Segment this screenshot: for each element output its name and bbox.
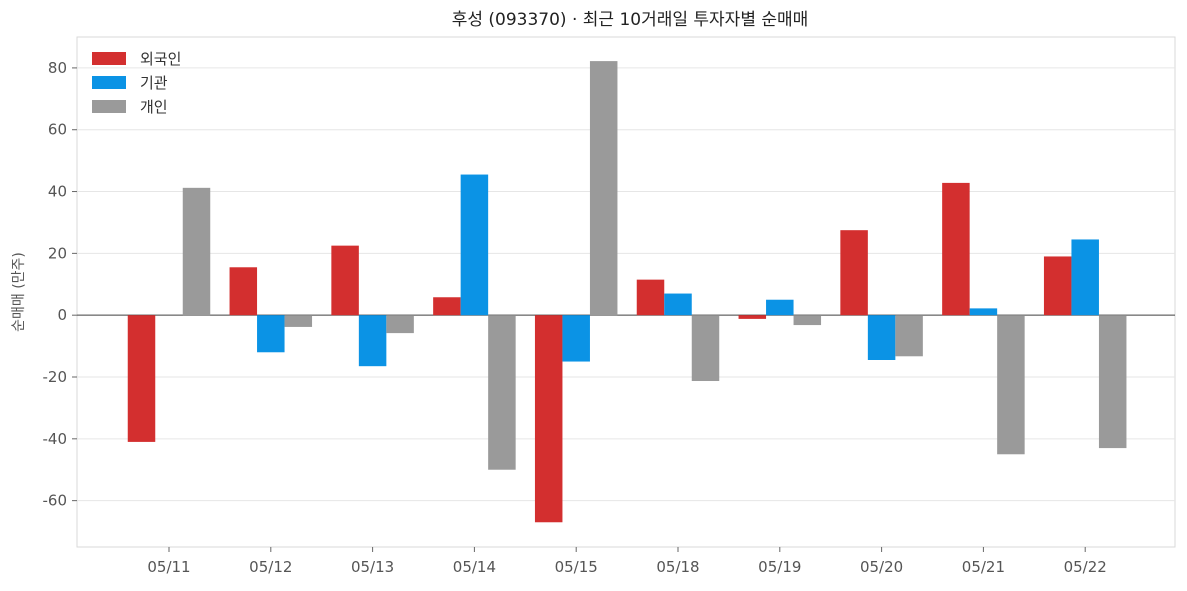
bar-foreign-05-15 xyxy=(534,315,563,523)
bar-foreign-05-22 xyxy=(1043,256,1072,316)
x-tick-label: 05/14 xyxy=(453,558,496,576)
bar-foreign-05-20 xyxy=(840,230,868,316)
x-tick-label: 05/11 xyxy=(147,558,190,576)
bar-institution-05-13 xyxy=(358,315,387,367)
y-axis-label: 순매매 (만주) xyxy=(11,252,27,332)
bars xyxy=(127,61,1127,523)
legend-swatch xyxy=(92,52,126,65)
y-tick-labels: -60 -40 -20 0 20 40 60 80 xyxy=(43,59,77,510)
bar-individual-05-13 xyxy=(386,315,414,334)
y-tick-label: 60 xyxy=(48,121,67,139)
bar-foreign-05-14 xyxy=(433,297,461,316)
bar-individual-05-11 xyxy=(182,187,211,316)
bar-foreign-05-11 xyxy=(127,315,156,442)
legend-swatch xyxy=(92,76,126,89)
legend-label: 개인 xyxy=(140,98,168,116)
x-tick-label: 05/15 xyxy=(555,558,598,576)
bar-individual-05-15 xyxy=(589,61,618,316)
bar-foreign-05-12 xyxy=(229,267,258,316)
legend-label: 기관 xyxy=(140,74,168,92)
bar-foreign-05-13 xyxy=(331,245,359,316)
bar-individual-05-19 xyxy=(793,315,822,326)
y-tick-label: 80 xyxy=(48,59,67,77)
y-tick-label: -20 xyxy=(43,368,68,386)
bar-individual-05-22 xyxy=(1098,315,1127,449)
bar-institution-05-18 xyxy=(664,293,692,316)
bar-institution-05-22 xyxy=(1071,239,1099,316)
x-tick-label: 05/12 xyxy=(249,558,292,576)
y-tick-label: 0 xyxy=(57,306,67,324)
grid-lines xyxy=(77,67,1175,502)
bar-institution-05-14 xyxy=(460,174,489,316)
bar-individual-05-18 xyxy=(691,315,720,382)
bar-individual-05-21 xyxy=(997,315,1025,455)
y-tick-label: -60 xyxy=(43,492,68,510)
y-tick-label: -40 xyxy=(43,430,68,448)
bar-institution-05-12 xyxy=(257,315,285,353)
bar-individual-05-20 xyxy=(895,315,923,357)
bar-individual-05-14 xyxy=(488,315,516,470)
x-tick-labels: 05/11 05/12 05/13 05/14 05/15 05/18 05/19 05/20… xyxy=(147,547,1107,576)
y-tick-label: 20 xyxy=(48,244,67,262)
bar-individual-05-12 xyxy=(284,315,313,327)
bar-foreign-05-18 xyxy=(636,279,665,316)
bar-institution-05-15 xyxy=(562,315,590,362)
bar-institution-05-19 xyxy=(766,299,794,316)
legend-swatch xyxy=(92,100,126,113)
y-tick-label: 40 xyxy=(48,183,67,201)
bar-foreign-05-19 xyxy=(738,315,767,319)
legend-label: 외국인 xyxy=(140,50,181,68)
chart-title: 후성 (093370) · 최근 10거래일 투자자별 순매매 xyxy=(452,10,809,30)
bar-institution-05-21 xyxy=(969,308,998,316)
x-tick-label: 05/18 xyxy=(656,558,699,576)
bar-institution-05-20 xyxy=(867,315,896,360)
x-tick-label: 05/21 xyxy=(962,558,1005,576)
bar-foreign-05-21 xyxy=(942,182,970,316)
x-tick-label: 05/13 xyxy=(351,558,394,576)
plot-frame xyxy=(76,36,1176,548)
x-tick-label: 05/19 xyxy=(758,558,801,576)
x-tick-label: 05/22 xyxy=(1064,558,1107,576)
x-tick-label: 05/20 xyxy=(860,558,903,576)
